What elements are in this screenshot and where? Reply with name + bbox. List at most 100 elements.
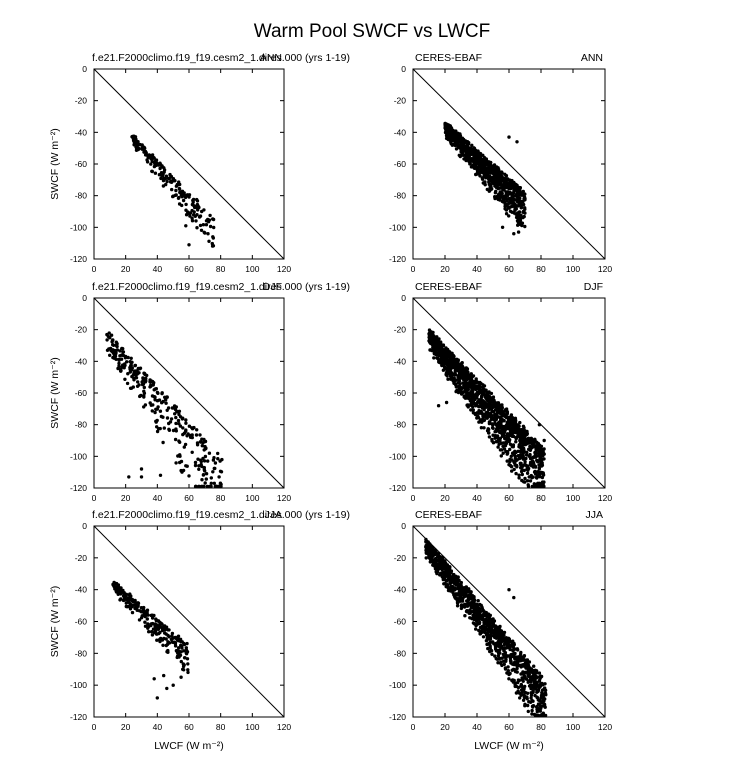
scatter-point bbox=[464, 594, 468, 598]
scatter-point bbox=[449, 571, 453, 575]
scatter-point bbox=[514, 184, 518, 189]
scatter-point bbox=[509, 653, 513, 657]
scatter-point bbox=[489, 164, 493, 168]
scatter-point bbox=[484, 157, 489, 162]
scatter-point bbox=[488, 188, 492, 192]
y-tick-label: 0 bbox=[82, 64, 87, 74]
scatter-point bbox=[503, 443, 508, 448]
scatter-point bbox=[161, 415, 165, 419]
scatter-point bbox=[481, 161, 485, 165]
scatter-point bbox=[504, 212, 509, 216]
scatter-point bbox=[537, 702, 541, 706]
scatter-point bbox=[114, 340, 119, 344]
scatter-point bbox=[460, 361, 464, 365]
scatter-point bbox=[432, 551, 436, 555]
scatter-point bbox=[451, 357, 455, 361]
scatter-point bbox=[171, 194, 175, 199]
scatter-point bbox=[152, 164, 157, 169]
scatter-point bbox=[458, 139, 463, 143]
scatter-point bbox=[202, 437, 206, 442]
scatter-point bbox=[436, 404, 441, 408]
scatter-point bbox=[496, 445, 500, 449]
scatter-point bbox=[207, 218, 212, 222]
y-tick-label: -60 bbox=[394, 388, 407, 398]
scatter-point bbox=[181, 198, 186, 203]
scatter-point bbox=[516, 204, 520, 208]
scatter-point bbox=[113, 348, 117, 353]
scatter-point bbox=[443, 126, 447, 130]
scatter-point bbox=[158, 409, 163, 413]
scatter-point bbox=[190, 450, 194, 454]
scatter-point bbox=[444, 566, 449, 570]
scatter-point bbox=[447, 351, 452, 355]
y-tick-label: -40 bbox=[394, 127, 407, 137]
scatter-point bbox=[511, 416, 515, 420]
scatter-point bbox=[466, 376, 471, 381]
x-tick-label: 20 bbox=[121, 264, 131, 274]
scatter-point bbox=[493, 654, 497, 658]
scatter-point bbox=[177, 439, 181, 443]
scatter-point bbox=[475, 610, 480, 614]
scatter-point bbox=[181, 667, 185, 671]
y-tick-label: -120 bbox=[389, 254, 406, 264]
scatter-point bbox=[143, 620, 147, 624]
scatter-point bbox=[472, 616, 477, 620]
scatter-point bbox=[126, 372, 130, 376]
scatter-point bbox=[449, 584, 453, 589]
scatter-point bbox=[451, 359, 455, 364]
scatter-point bbox=[494, 656, 498, 661]
scatter-point bbox=[519, 650, 523, 655]
scatter-point bbox=[155, 429, 160, 434]
scatter-point bbox=[518, 188, 522, 193]
scatter-point bbox=[449, 125, 453, 130]
scatter-point bbox=[176, 454, 180, 458]
y-tick-label: -120 bbox=[389, 712, 406, 722]
scatter-point bbox=[211, 235, 215, 239]
scatter-point bbox=[497, 411, 501, 415]
scatter-point bbox=[491, 426, 495, 430]
scatter-point bbox=[493, 171, 497, 176]
y-tick-label: 0 bbox=[82, 293, 87, 303]
scatter-point bbox=[177, 422, 181, 426]
scatter-point bbox=[193, 460, 198, 465]
scatter-point bbox=[530, 708, 534, 713]
scatter-point bbox=[516, 214, 521, 218]
scatter-point bbox=[184, 428, 188, 432]
scatter-point bbox=[128, 607, 133, 611]
scatter-point bbox=[526, 709, 530, 714]
scatter-point bbox=[501, 176, 506, 181]
scatter-point bbox=[527, 447, 531, 451]
scatter-point bbox=[503, 200, 507, 204]
scatter-point bbox=[537, 463, 541, 467]
scatter-point bbox=[432, 356, 436, 360]
scatter-point bbox=[175, 649, 179, 653]
scatter-point bbox=[533, 464, 538, 469]
scatter-point bbox=[490, 422, 494, 426]
scatter-point bbox=[458, 146, 462, 150]
scatter-point bbox=[209, 481, 213, 485]
y-tick-label: -80 bbox=[75, 191, 88, 201]
scatter-point bbox=[150, 616, 155, 620]
scatter-point bbox=[185, 657, 190, 661]
scatter-point bbox=[505, 422, 510, 427]
scatter-point bbox=[430, 547, 434, 552]
scatter-point bbox=[154, 420, 158, 424]
scatter-point bbox=[108, 346, 113, 351]
scatter-point bbox=[173, 644, 178, 648]
scatter-point bbox=[515, 666, 519, 671]
panel-model-ann: 0 20 40 60 80 100 120 0 -20 -40 -60 -80 -100 -120 f.e2… bbox=[49, 52, 350, 274]
scatter-point bbox=[524, 456, 528, 461]
scatter-point bbox=[500, 418, 505, 422]
scatter-point bbox=[495, 423, 499, 427]
scatter-point bbox=[525, 697, 529, 701]
scatter-point bbox=[522, 434, 526, 439]
scatter-point bbox=[469, 403, 473, 407]
scatter-point bbox=[533, 668, 537, 672]
scatter-point bbox=[456, 378, 461, 382]
scatter-point bbox=[162, 170, 166, 174]
scatter-point bbox=[523, 690, 528, 695]
scatter-point bbox=[476, 400, 480, 404]
scatter-point bbox=[499, 408, 503, 412]
x-axis-label: LWCF (W m⁻²) bbox=[474, 740, 544, 752]
scatter-point bbox=[499, 195, 503, 199]
